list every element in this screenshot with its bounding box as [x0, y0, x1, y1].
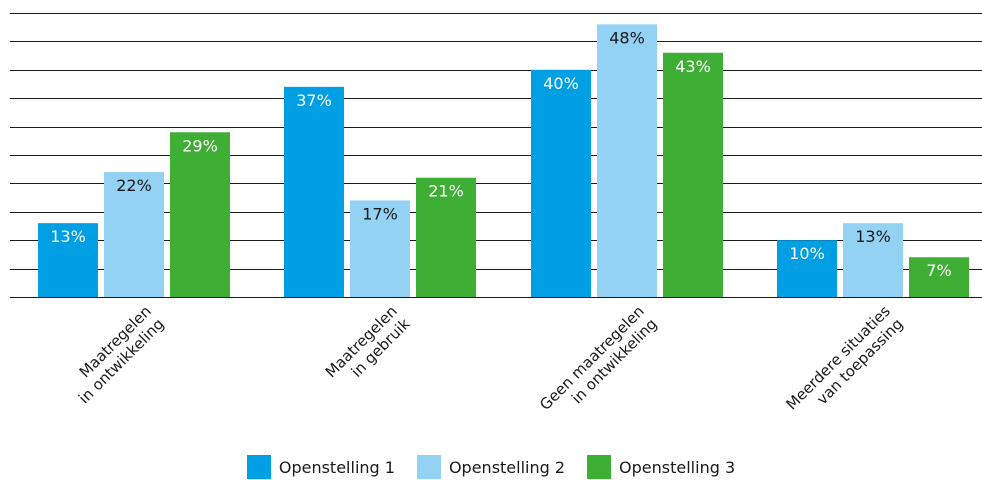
- data-label-1-3: 40%: [543, 74, 579, 93]
- category-label-line: Geen maatregelen: [536, 302, 648, 414]
- data-label-1-1: 13%: [50, 227, 86, 246]
- bar-1-1: [38, 223, 98, 297]
- bar-chart: 13% 22% 29% Maatregelenin ontwikkeling 37% 17…: [10, 13, 982, 426]
- bar-2-3: [597, 24, 657, 298]
- bar-3-1: [170, 132, 230, 297]
- legend-label-openstelling-2: Openstelling 2: [448, 457, 566, 477]
- bar-2-1: [104, 172, 164, 297]
- bar-1-3: [531, 69, 591, 297]
- legend-swatch-openstelling-2: [416, 455, 441, 479]
- legend-item-openstelling-1: Openstelling 1: [246, 455, 395, 479]
- category-label-line: Meerdere situaties: [782, 302, 894, 414]
- legend-item-openstelling-2: Openstelling 2: [416, 455, 566, 479]
- data-label-2-1: 22%: [116, 176, 152, 195]
- data-label-3-2: 21%: [428, 182, 464, 201]
- data-label-3-4: 7%: [926, 261, 951, 280]
- bar-3-3: [663, 52, 723, 298]
- legend-swatch-openstelling-1: [246, 455, 271, 479]
- category-label-3: Geen maatregelenin ontwikkeling: [536, 302, 660, 426]
- data-label-3-1: 29%: [182, 136, 218, 155]
- legend-item-openstelling-3: Openstelling 3: [587, 455, 735, 479]
- bar-1-4: [777, 240, 837, 297]
- bar-3-2: [416, 177, 476, 297]
- legend-swatch-openstelling-3: [587, 455, 612, 479]
- category-label-1: Maatregelenin ontwikkeling: [62, 302, 167, 407]
- legend: Openstelling 1 Openstelling 2 Openstelli…: [0, 454, 982, 480]
- category-label-2: Maatregelenin gebruik: [322, 302, 414, 394]
- data-label-2-3: 48%: [609, 28, 645, 47]
- category-label-4: Meerdere situatiesvan toepassing: [782, 302, 906, 426]
- bar-2-4: [843, 223, 903, 297]
- data-label-2-4: 13%: [855, 227, 891, 246]
- data-label-3-3: 43%: [675, 57, 711, 76]
- data-label-1-4: 10%: [789, 244, 825, 263]
- bar-3-4: [909, 257, 969, 297]
- legend-label-openstelling-1: Openstelling 1: [278, 457, 395, 477]
- bar-1-2: [284, 86, 344, 297]
- bar-2-2: [350, 200, 410, 297]
- data-label-2-2: 17%: [362, 204, 398, 223]
- data-label-1-2: 37%: [296, 91, 332, 110]
- legend-label-openstelling-3: Openstelling 3: [619, 457, 736, 477]
